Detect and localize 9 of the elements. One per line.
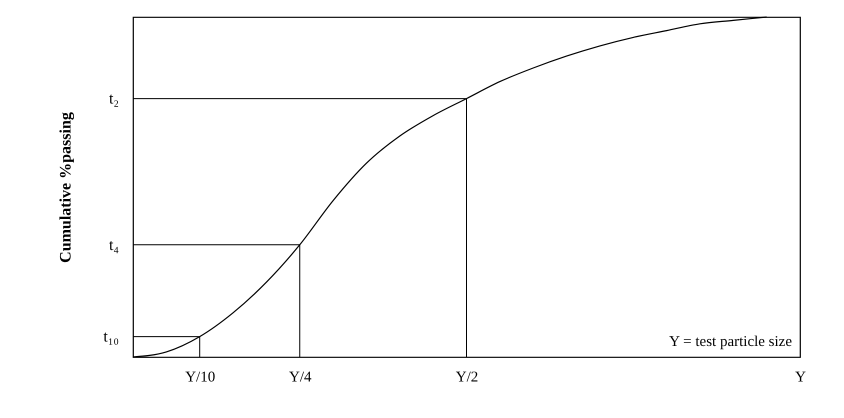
text: t₁₀	[103, 328, 119, 346]
text: t₂	[108, 90, 119, 108]
text: t₄	[108, 236, 120, 254]
annotation: Y = test particle size	[669, 334, 792, 350]
x-tick-label: Y	[795, 370, 806, 386]
y-axis-title: Cumulative %passing	[58, 112, 74, 263]
x-tick-label: Y/10	[185, 370, 216, 386]
x-tick-label: Y/2	[456, 370, 478, 386]
x-tick-label: Y/4	[289, 370, 312, 386]
